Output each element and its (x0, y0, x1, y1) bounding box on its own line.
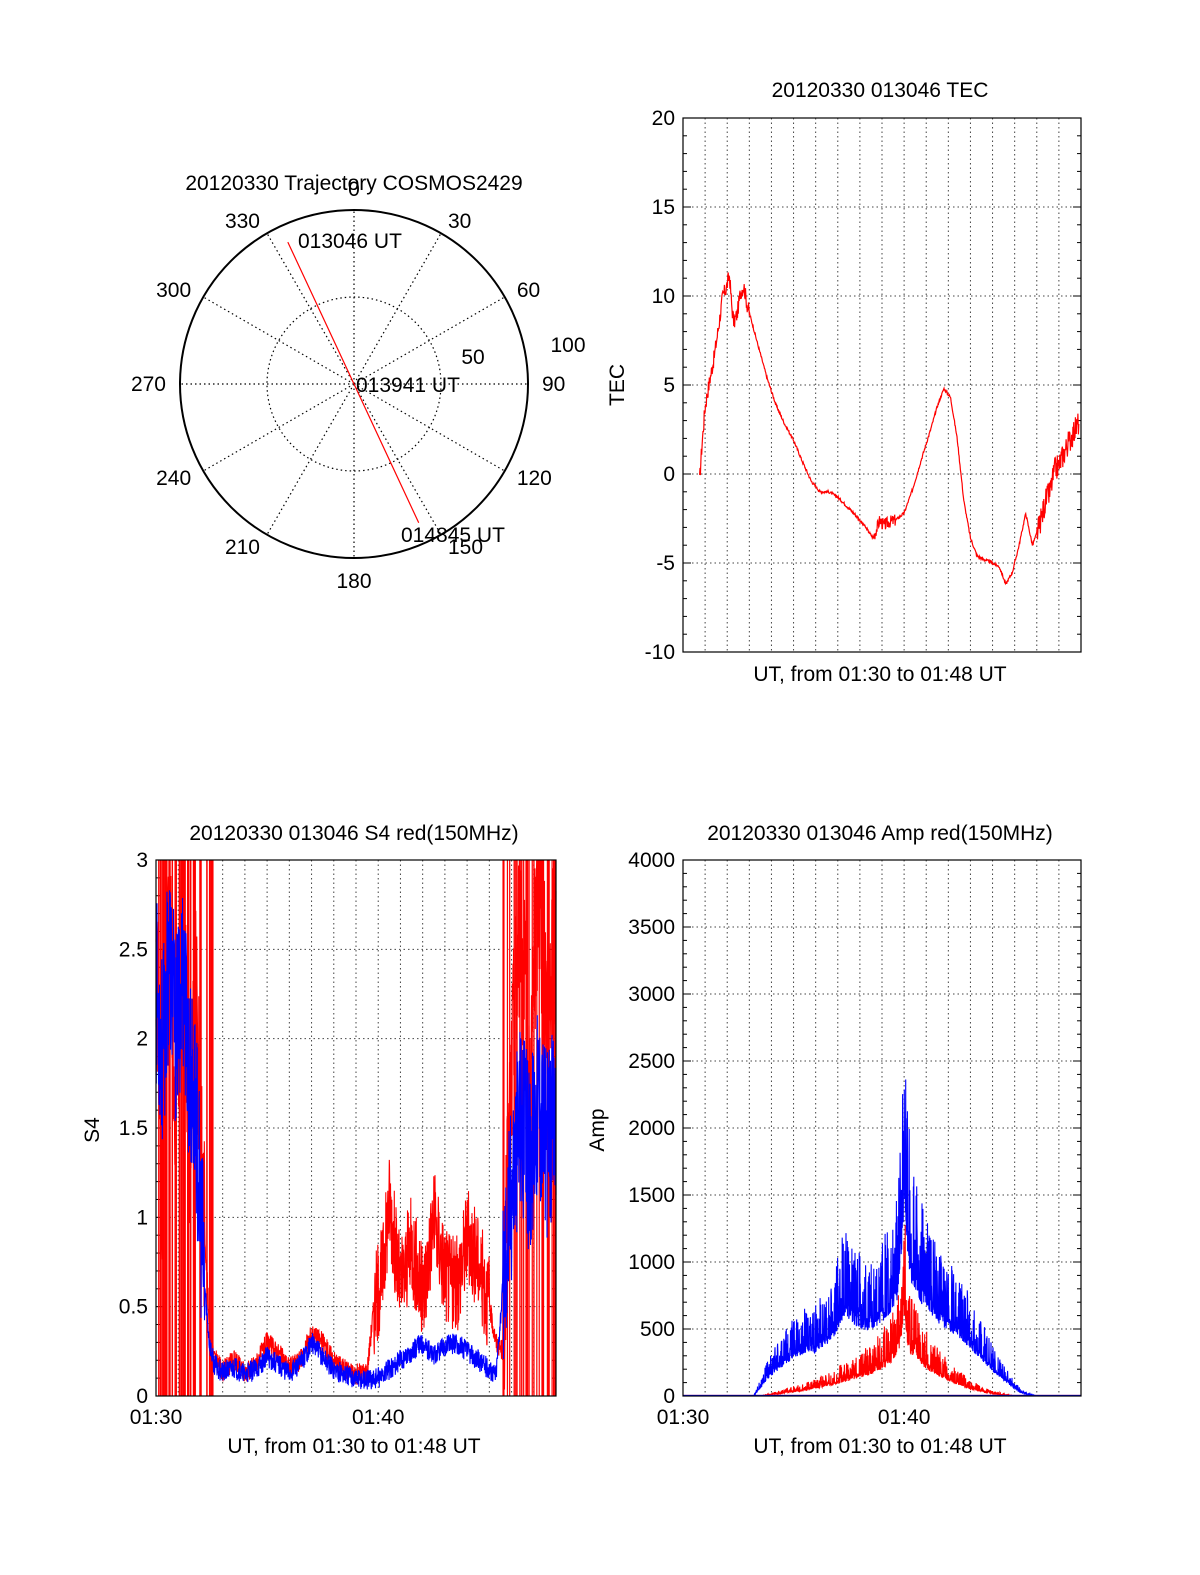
x-tick-label: 01:30 (130, 1406, 183, 1429)
y-tick-label: 2500 (628, 1050, 675, 1073)
polar-spoke (203, 296, 355, 385)
polar-spoke (203, 383, 355, 472)
s4-xlabel: UT, from 01:30 to 01:48 UT (227, 1435, 480, 1458)
azimuth-label: 90 (542, 373, 565, 396)
polar-spoke (353, 383, 505, 472)
tec-plot: 20120330 013046 TEC UT, from 01:30 to 01… (606, 79, 1082, 686)
y-tick-label: 2000 (628, 1117, 675, 1140)
azimuth-label: 30 (448, 210, 471, 233)
y-tick-label: 5 (663, 374, 675, 397)
amp-plot: 20120330 013046 Amp red(150MHz) UT, from… (586, 822, 1082, 1458)
y-tick-label: 2 (136, 1028, 148, 1051)
y-tick-label: 0.5 (119, 1296, 148, 1319)
plot-frame (155, 859, 557, 1397)
azimuth-label: 0 (348, 178, 360, 201)
tec-title: 20120330 013046 TEC (772, 79, 989, 102)
polar-spoke (353, 233, 442, 385)
y-tick-label: 1000 (628, 1251, 675, 1274)
y-tick-label: 3000 (628, 983, 675, 1006)
y-tick-label: 1.5 (119, 1117, 148, 1140)
y-tick-label: 3500 (628, 916, 675, 939)
tec-series-line (699, 272, 1080, 586)
azimuth-label: 120 (517, 467, 552, 490)
azimuth-label: 270 (131, 373, 166, 396)
trajectory-title: 20120330 Trajectory COSMOS2429 (185, 172, 522, 195)
y-tick-label: 15 (652, 196, 675, 219)
polar-spoke (266, 233, 355, 385)
y-tick-label: 0 (663, 1385, 675, 1408)
azimuth-label: 300 (156, 279, 191, 302)
s4-blue-series-line (155, 890, 557, 1390)
plot-frame (682, 117, 1082, 653)
amp-xlabel: UT, from 01:30 to 01:48 UT (753, 1435, 1006, 1458)
trajectory-center-label: 013941 UT (356, 374, 460, 397)
azimuth-label: 330 (225, 210, 260, 233)
y-tick-label: -5 (656, 552, 675, 575)
amp-ylabel: Amp (586, 1108, 609, 1151)
s4-ylabel: S4 (81, 1117, 104, 1143)
radial-label: 100 (550, 334, 585, 357)
y-tick-label: 10 (652, 285, 675, 308)
trajectory-end-label: 014845 UT (401, 524, 505, 547)
tec-xlabel: UT, from 01:30 to 01:48 UT (753, 663, 1006, 686)
polar-spoke (266, 383, 355, 535)
plot-frame (682, 859, 1082, 1397)
y-tick-label: 3 (136, 849, 148, 872)
y-tick-label: 1500 (628, 1184, 675, 1207)
y-tick-label: 0 (663, 463, 675, 486)
x-tick-label: 01:40 (878, 1406, 931, 1429)
polar-spoke (353, 383, 442, 535)
y-tick-label: 1 (136, 1206, 148, 1229)
trajectory-start-label: 013046 UT (298, 230, 402, 253)
trajectory-polar-plot: 20120330 Trajectory COSMOS2429 0 30 60 90 12… (131, 172, 586, 593)
azimuth-label: 180 (336, 570, 371, 593)
amp-title: 20120330 013046 Amp red(150MHz) (707, 822, 1053, 845)
y-tick-label: 0 (136, 1385, 148, 1408)
polar-outer-circle (179, 209, 529, 559)
x-tick-label: 01:40 (352, 1406, 405, 1429)
y-tick-label: 4000 (628, 849, 675, 872)
trajectory-line (287, 241, 420, 524)
tec-ylabel: TEC (606, 364, 629, 406)
azimuth-label: 150 (448, 536, 483, 559)
azimuth-label: 210 (225, 536, 260, 559)
y-tick-label: 20 (652, 107, 675, 130)
s4-title: 20120330 013046 S4 red(150MHz) (189, 822, 518, 845)
x-tick-label: 01:30 (657, 1406, 710, 1429)
azimuth-label: 60 (517, 279, 540, 302)
polar-spoke (353, 296, 505, 385)
y-tick-label: -10 (645, 641, 675, 664)
s4-plot: 20120330 013046 S4 red(150MHz) UT, from … (81, 822, 557, 1458)
y-tick-label: 2.5 (119, 938, 148, 961)
radial-label: 50 (461, 346, 484, 369)
azimuth-label: 240 (156, 467, 191, 490)
y-tick-label: 500 (640, 1318, 675, 1341)
